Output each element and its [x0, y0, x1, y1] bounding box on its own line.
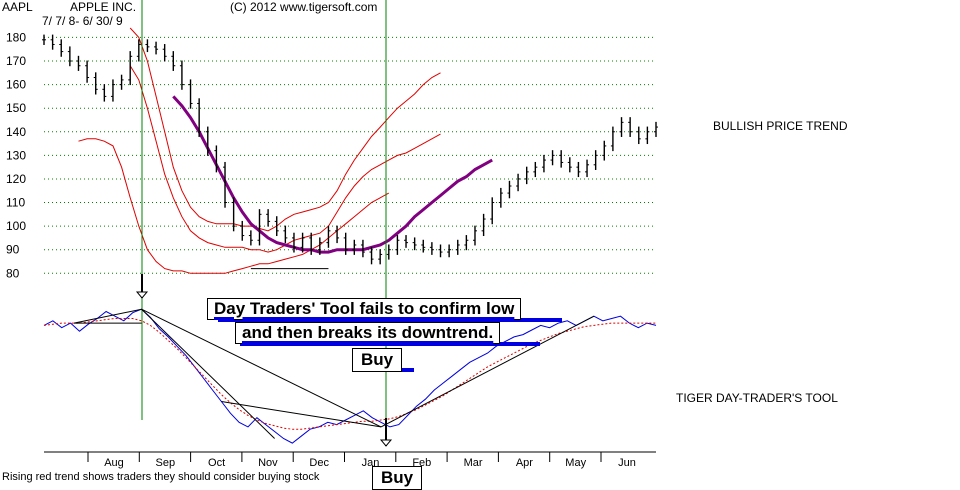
ytick-160: 160: [6, 78, 26, 92]
moving-average: [172, 95, 493, 254]
month-label-Dec: Dec: [309, 457, 329, 469]
arrow-sell-head: [135, 291, 149, 299]
ytick-90: 90: [6, 243, 20, 257]
ticker-label: AAPL: [2, 0, 33, 14]
price-bars: [42, 34, 658, 265]
callout-line-2: and then breaks its downtrend.: [235, 322, 501, 344]
buy-label-2: Buy: [372, 466, 423, 490]
footer-note: Rising red trend shows traders they shou…: [2, 471, 320, 483]
date-range: 7/ 7/ 8- 6/ 30/ 9: [42, 14, 123, 28]
price-trend-label: BULLISH PRICE TREND: [713, 119, 848, 133]
upper_band-line: [129, 27, 441, 232]
trendline-3: [221, 401, 382, 428]
ytick-80: 80: [6, 266, 20, 280]
chart-title: APPLE INC.: [70, 0, 137, 14]
callout-line-1: Day Traders' Tool fails to confirm low: [207, 298, 522, 320]
month-label-Mar: Mar: [464, 457, 483, 469]
moving_average-line: [172, 95, 493, 254]
price-grid: [44, 36, 656, 274]
month-label-Nov: Nov: [258, 457, 278, 469]
ytick-180: 180: [6, 30, 26, 44]
month-label-May: May: [565, 457, 586, 469]
price-axis-ticks: 80 90 100 110 120 130 140 150 160 170 180: [6, 30, 26, 280]
trendlines: [73, 268, 595, 447]
ytick-140: 140: [6, 125, 26, 139]
copyright: (C) 2012 www.tigersoft.com: [230, 0, 378, 14]
ytick-100: 100: [6, 219, 26, 233]
month-label-Oct: Oct: [208, 457, 225, 469]
ytick-120: 120: [6, 172, 26, 186]
month-axis: Aug Sep Oct Nov Dec Jan Feb Mar Apr May Jun: [44, 451, 656, 469]
ytick-150: 150: [6, 101, 26, 115]
trendline-4: [380, 315, 595, 428]
ytick-170: 170: [6, 54, 26, 68]
buy-label-1: Buy: [352, 348, 403, 372]
middle_band-line: [129, 65, 441, 253]
trendline-2: [141, 308, 275, 439]
arrow-buy-head: [379, 439, 393, 447]
month-label-Aug: Aug: [104, 457, 124, 469]
trendline-5: [73, 308, 142, 324]
trendline-1: [141, 308, 382, 428]
month-label-Apr: Apr: [516, 457, 533, 469]
month-label-Sep: Sep: [156, 457, 176, 469]
ytick-130: 130: [6, 148, 26, 162]
indicator-name-label: TIGER DAY-TRADER'S TOOL: [676, 391, 838, 405]
ytick-110: 110: [6, 196, 25, 210]
month-label-Jun: Jun: [618, 457, 636, 469]
